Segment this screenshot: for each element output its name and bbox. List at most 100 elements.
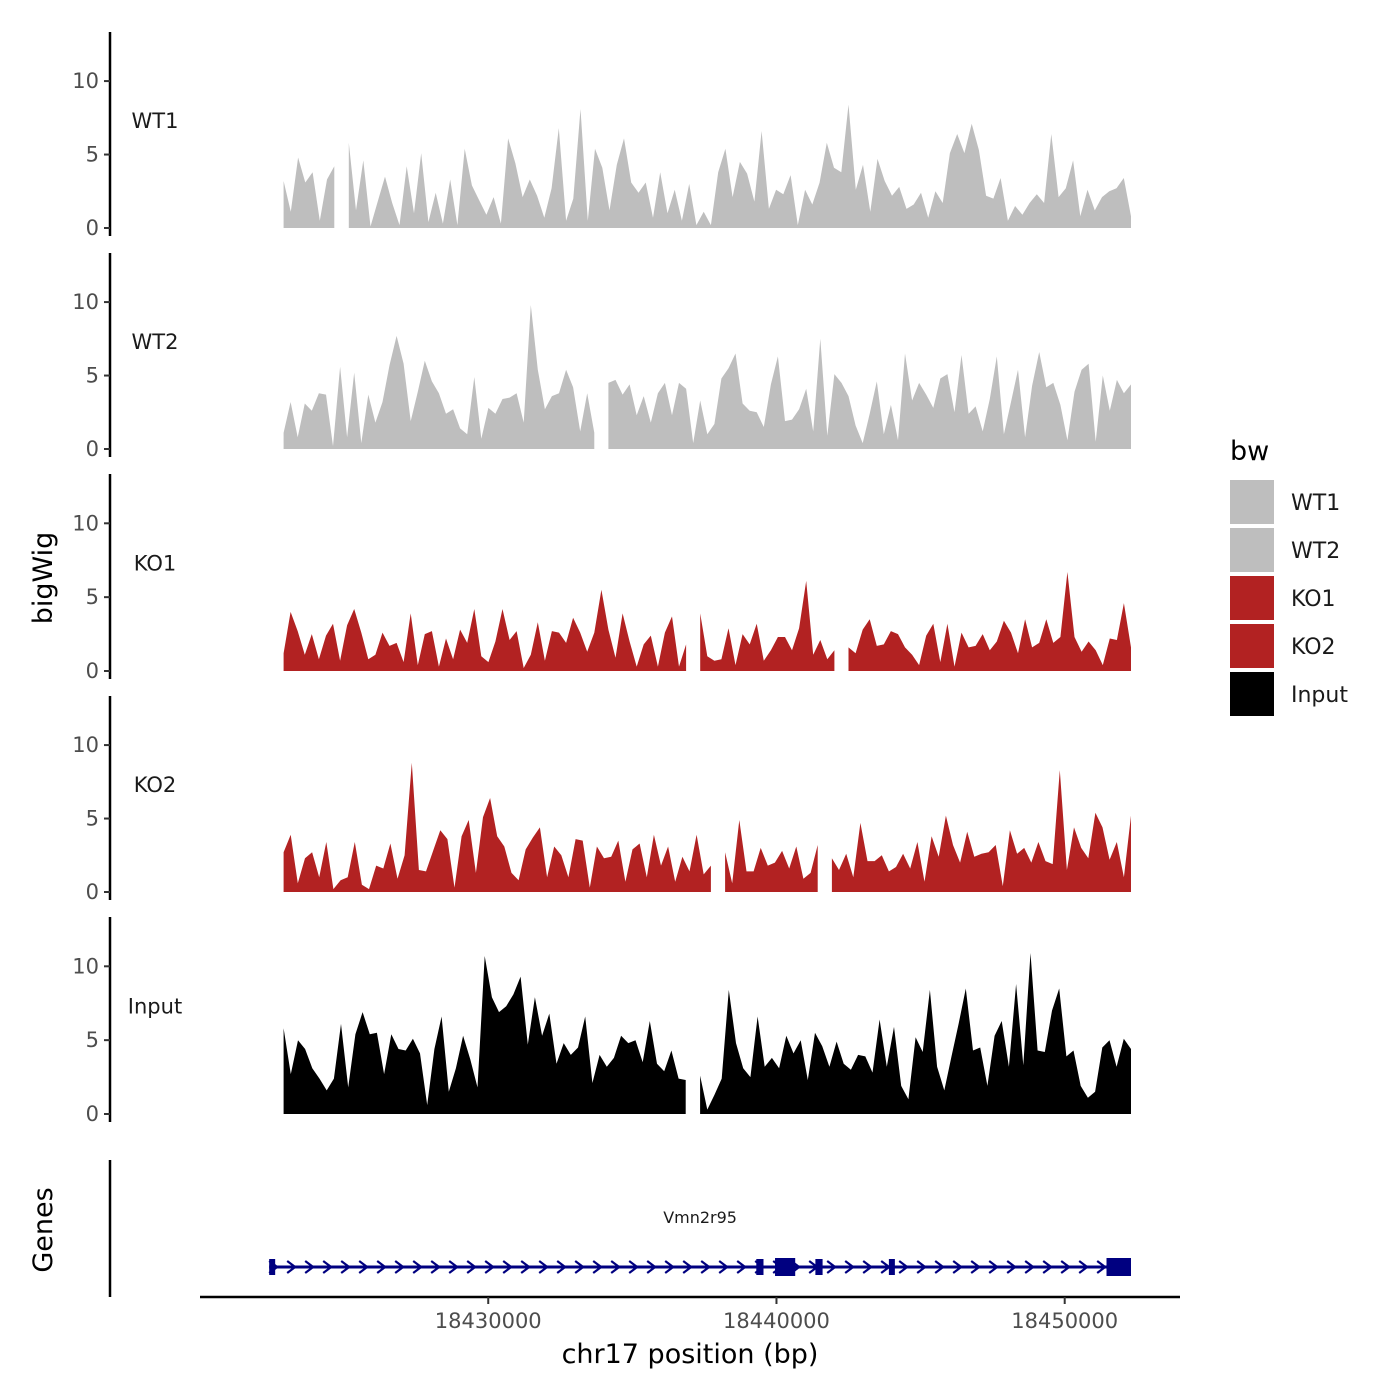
strand-arrow <box>610 1260 622 1274</box>
gene-exon <box>888 1259 895 1275</box>
strand-arrow <box>988 1260 1000 1274</box>
legend-label: Input <box>1291 683 1348 708</box>
strand-arrow <box>1042 1260 1054 1274</box>
gene-track-panel: Vmn2r95 <box>108 1160 1131 1297</box>
x-tick-label: 18430000 <box>435 1309 542 1333</box>
strand-arrow <box>556 1260 568 1274</box>
strand-arrow <box>952 1260 964 1274</box>
y-tick-label: 0 <box>86 659 99 683</box>
strand-arrow <box>304 1260 316 1274</box>
x-tick-label: 18450000 <box>1011 1309 1118 1333</box>
strand-arrow <box>934 1260 946 1274</box>
strand-arrow <box>538 1260 550 1274</box>
strand-arrow <box>916 1260 928 1274</box>
gene-exon <box>756 1259 764 1275</box>
legend: bw WT1 WT2 KO1 KO2 Input <box>1230 436 1348 716</box>
gene-exon <box>1106 1258 1131 1276</box>
strand-arrow <box>340 1260 352 1274</box>
strand-arrow <box>376 1260 388 1274</box>
y-tick-label: 0 <box>86 437 99 461</box>
legend-item-wt2: WT2 <box>1230 528 1340 572</box>
legend-swatch <box>1230 624 1274 668</box>
area-ko2 <box>725 820 818 892</box>
strand-arrow <box>592 1260 604 1274</box>
area-wt1 <box>283 157 335 228</box>
y-axis-title: bigWig <box>28 532 59 625</box>
strand-arrow <box>358 1260 370 1274</box>
track-wt1: 0 5 10 WT1 <box>72 32 1131 240</box>
y-tick-label: 10 <box>72 290 99 314</box>
y-tick-label: 5 <box>86 1028 99 1052</box>
track-label: KO2 <box>134 773 177 797</box>
strand-arrow <box>826 1260 838 1274</box>
area-ko1 <box>700 580 835 671</box>
legend-item-ko1: KO1 <box>1230 576 1336 620</box>
legend-item-ko2: KO2 <box>1230 624 1336 668</box>
legend-swatch <box>1230 576 1274 620</box>
area-wt2 <box>283 305 595 449</box>
strand-arrow <box>430 1260 442 1274</box>
y-tick-label: 10 <box>72 69 99 93</box>
strand-arrow <box>1024 1260 1036 1274</box>
track-wt2: 0 5 10 WT2 <box>72 253 1131 461</box>
strand-arrow <box>1060 1260 1072 1274</box>
area-input <box>283 956 686 1114</box>
strand-arrow <box>898 1260 910 1274</box>
legend-label: WT1 <box>1291 491 1340 516</box>
strand-arrow <box>682 1260 694 1274</box>
strand-arrow <box>448 1260 460 1274</box>
strand-arrow <box>286 1260 298 1274</box>
strand-arrow <box>466 1260 478 1274</box>
strand-arrow <box>520 1260 532 1274</box>
legend-label: KO1 <box>1291 587 1336 612</box>
legend-swatch <box>1230 480 1274 524</box>
strand-arrow <box>736 1260 748 1274</box>
legend-label: KO2 <box>1291 635 1336 660</box>
y-tick-label: 5 <box>86 807 99 831</box>
strand-arrow <box>322 1260 334 1274</box>
strand-arrow <box>1006 1260 1018 1274</box>
strand-arrow <box>628 1260 640 1274</box>
gene-exon <box>775 1258 796 1276</box>
gene-exon <box>815 1259 823 1275</box>
legend-label: WT2 <box>1291 539 1340 564</box>
y-tick-label: 10 <box>72 954 99 978</box>
strand-arrow <box>718 1260 730 1274</box>
y-tick-label: 0 <box>86 880 99 904</box>
strand-arrow <box>574 1260 586 1274</box>
area-ko2 <box>283 762 711 892</box>
y-tick-label: 5 <box>86 585 99 609</box>
track-panels: 0 5 10 WT1 0 5 10 WT2 0 5 10 KO1 0 5 10 KO2 0 5 10 Input <box>72 32 1131 1126</box>
x-tick-label: 18440000 <box>723 1309 830 1333</box>
gene-name-label: Vmn2r95 <box>663 1208 737 1227</box>
strand-arrow <box>970 1260 982 1274</box>
area-ko1 <box>848 572 1131 671</box>
y-tick-label: 0 <box>86 1102 99 1126</box>
strand-arrow <box>646 1260 658 1274</box>
area-wt2 <box>608 338 1131 449</box>
y-tick-label: 10 <box>72 733 99 757</box>
area-input <box>700 953 1131 1114</box>
area-ko1 <box>283 589 687 671</box>
area-ko2 <box>831 770 1131 892</box>
gene-vmn2r95: Vmn2r95 <box>268 1208 1131 1276</box>
track-label: Input <box>128 995 182 1019</box>
strand-arrow <box>862 1260 874 1274</box>
strand-arrow <box>844 1260 856 1274</box>
strand-arrow <box>484 1260 496 1274</box>
y-tick-label: 10 <box>72 511 99 535</box>
strand-arrow <box>394 1260 406 1274</box>
gene-exon <box>269 1259 276 1275</box>
strand-arrow <box>1096 1260 1108 1274</box>
x-axis: 18430000 18440000 18450000 <box>200 1295 1180 1333</box>
track-input: 0 5 10 Input <box>72 917 1131 1126</box>
strand-arrow <box>412 1260 424 1274</box>
legend-swatch <box>1230 672 1274 716</box>
track-label: WT1 <box>132 109 179 133</box>
track-ko2: 0 5 10 KO2 <box>72 696 1131 904</box>
legend-item-input: Input <box>1230 672 1348 716</box>
track-label: WT2 <box>132 330 179 354</box>
area-wt1 <box>348 104 1131 228</box>
track-label: KO1 <box>134 552 177 576</box>
